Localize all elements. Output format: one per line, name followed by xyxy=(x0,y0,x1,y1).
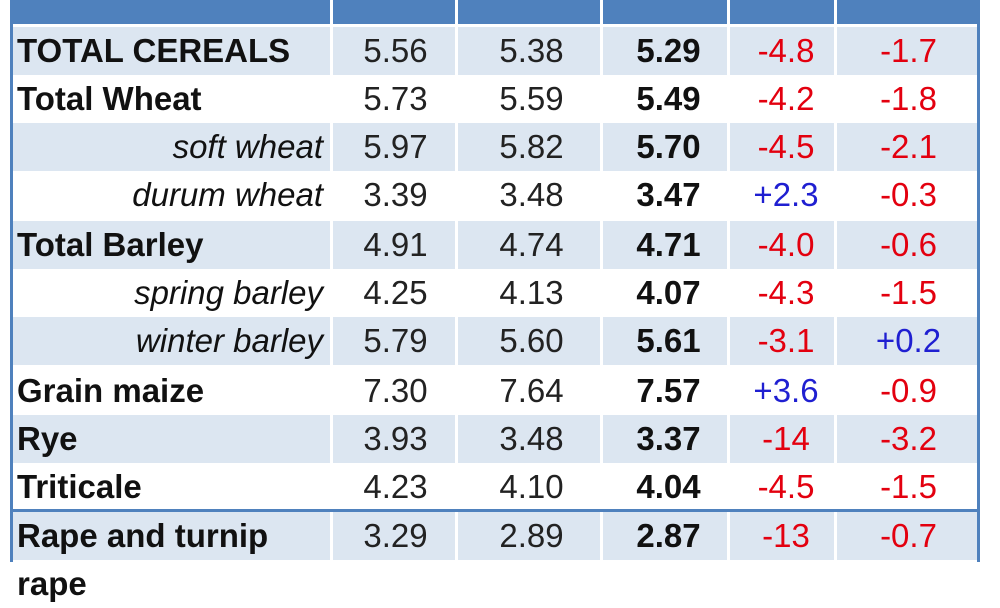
cell-value-3: 4.07 xyxy=(636,274,701,311)
cell-change-2: -1.8 xyxy=(880,80,937,117)
table-row: Total Barley 4.91 4.74 4.71 -4.0 -0.6 xyxy=(13,221,977,269)
cell-value-2: 5.38 xyxy=(499,32,564,69)
cell-value-3: 4.04 xyxy=(636,468,701,505)
cell-value-1: 5.79 xyxy=(363,322,428,359)
column-divider xyxy=(727,24,730,562)
cell-value-3: 7.57 xyxy=(636,372,701,409)
table-row: Rye 3.93 3.48 3.37 -14 -3.2 xyxy=(13,415,977,463)
header-col-1 xyxy=(333,0,455,24)
cell-value-2: 5.59 xyxy=(499,80,564,117)
cell-change-1: -4.8 xyxy=(757,32,815,69)
table-row: Triticale 4.23 4.10 4.04 -4.5 -1.5 xyxy=(13,463,977,511)
cell-value-3: 5.29 xyxy=(636,32,701,69)
cell-value-2: 5.82 xyxy=(499,128,564,165)
cell-change-2: -1.7 xyxy=(880,32,937,69)
cell-value-1: 4.25 xyxy=(363,274,428,311)
table-row: Grain maize 7.30 7.64 7.57 +3.6 -0.9 xyxy=(13,367,977,415)
cell-change-1: +3.6 xyxy=(753,372,819,409)
cell-change-2: -1.5 xyxy=(880,274,937,311)
cell-value-1: 4.91 xyxy=(363,226,428,263)
cell-value-2: 3.48 xyxy=(499,176,564,213)
row-label: winter barley xyxy=(135,322,323,359)
cell-change-1: -14 xyxy=(762,420,810,457)
cell-value-2: 3.48 xyxy=(499,420,564,457)
table-row: soft wheat 5.97 5.82 5.70 -4.5 -2.1 xyxy=(13,123,977,171)
cell-value-3: 2.87 xyxy=(636,517,701,554)
cell-value-1: 3.29 xyxy=(363,517,428,554)
cell-change-2: -0.9 xyxy=(880,372,937,409)
cell-value-2: 4.13 xyxy=(499,274,564,311)
header-col-4 xyxy=(730,0,834,24)
cell-change-1: -13 xyxy=(762,517,810,554)
header-col-3 xyxy=(603,0,727,24)
header-col-name xyxy=(13,0,330,24)
cell-value-2: 4.74 xyxy=(499,226,564,263)
table-row: TOTAL CEREALS 5.56 5.38 5.29 -4.8 -1.7 xyxy=(13,27,977,75)
cell-value-3: 5.70 xyxy=(636,128,701,165)
cell-change-2: -0.6 xyxy=(880,226,937,263)
header-col-2 xyxy=(458,0,600,24)
table-row: spring barley 4.25 4.13 4.07 -4.3 -1.5 xyxy=(13,269,977,317)
cell-value-3: 4.71 xyxy=(636,226,701,263)
cell-value-1: 3.93 xyxy=(363,420,428,457)
header-col-5 xyxy=(837,0,977,24)
cell-change-1: -3.1 xyxy=(757,322,815,359)
column-divider xyxy=(834,24,837,562)
cell-change-2: +0.2 xyxy=(875,322,942,359)
table-row: Rape and turnip rape 3.29 2.89 2.87 -13 -0.7 xyxy=(13,512,977,602)
cell-value-2: 4.10 xyxy=(499,468,564,505)
cell-change-1: -4.5 xyxy=(757,128,815,165)
row-label: Total Barley xyxy=(17,226,204,263)
cell-change-1: -4.5 xyxy=(757,468,815,505)
row-label: Total Wheat xyxy=(17,80,202,117)
cell-value-1: 3.39 xyxy=(363,176,428,213)
cell-value-3: 3.47 xyxy=(636,176,701,213)
cell-change-2: -2.1 xyxy=(880,128,937,165)
row-label: Rye xyxy=(17,420,78,457)
row-label: soft wheat xyxy=(172,128,323,165)
cell-change-2: -0.7 xyxy=(880,517,937,554)
cell-value-3: 3.37 xyxy=(636,420,701,457)
table-row: winter barley 5.79 5.60 5.61 -3.1 +0.2 xyxy=(13,317,977,365)
cell-value-1: 5.97 xyxy=(363,128,428,165)
cell-change-2: -1.5 xyxy=(880,468,937,505)
table-row: Total Wheat 5.73 5.59 5.49 -4.2 -1.8 xyxy=(13,75,977,123)
column-divider xyxy=(330,24,333,562)
row-label: TOTAL CEREALS xyxy=(17,32,291,69)
cell-value-2: 7.64 xyxy=(499,372,564,409)
table-frame xyxy=(10,0,980,562)
column-divider xyxy=(455,24,458,562)
cell-value-1: 4.23 xyxy=(363,468,428,505)
section-divider xyxy=(13,509,977,512)
cell-change-1: -4.0 xyxy=(757,226,815,263)
cell-value-2: 5.60 xyxy=(499,322,564,359)
row-label: Rape and turnip rape xyxy=(17,517,269,602)
row-label: Grain maize xyxy=(17,372,205,409)
table-row: durum wheat 3.39 3.48 3.47 +2.3 -0.3 xyxy=(13,171,977,219)
cell-value-3: 5.49 xyxy=(636,80,701,117)
cell-change-2: -3.2 xyxy=(880,420,937,457)
cell-value-1: 7.30 xyxy=(363,372,428,409)
cell-change-2: -0.3 xyxy=(880,176,937,213)
cell-value-1: 5.56 xyxy=(363,32,428,69)
cell-value-1: 5.73 xyxy=(363,80,428,117)
row-label: spring barley xyxy=(134,274,323,311)
cell-change-1: -4.2 xyxy=(757,80,815,117)
column-divider xyxy=(600,24,603,562)
cell-value-2: 2.89 xyxy=(499,517,564,554)
cell-change-1: +2.3 xyxy=(753,176,819,213)
cell-change-1: -4.3 xyxy=(757,274,815,311)
row-label: Triticale xyxy=(17,468,142,505)
row-label: durum wheat xyxy=(132,176,323,213)
cell-value-3: 5.61 xyxy=(636,322,701,359)
